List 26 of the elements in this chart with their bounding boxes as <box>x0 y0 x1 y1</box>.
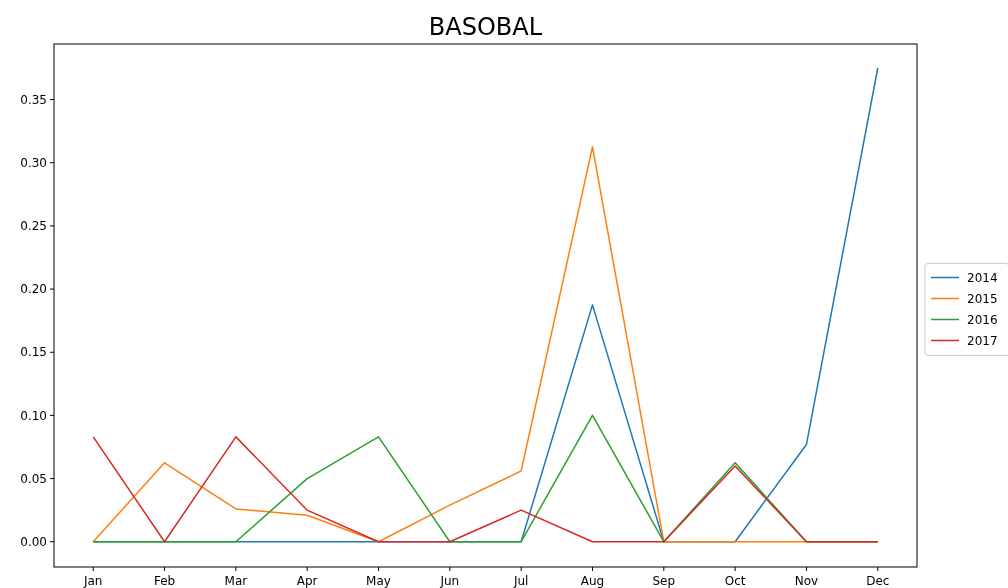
x-tick-label: Jul <box>512 574 529 588</box>
x-tick-label: Feb <box>153 574 176 588</box>
y-tick-label: 0.10 <box>20 408 47 423</box>
x-tick-label: Jun <box>439 574 460 588</box>
y-tick-label: 0.00 <box>20 534 47 549</box>
x-tick-label: Oct <box>724 574 746 588</box>
line-series <box>92 436 879 543</box>
x-tick-label: Apr <box>296 574 318 588</box>
x-tick-label: Nov <box>794 574 819 588</box>
y-tick-label: 0.05 <box>20 471 47 486</box>
x-tick-label: May <box>366 574 391 588</box>
legend-label: 2017 <box>967 333 998 348</box>
x-tick-label: Sep <box>652 574 676 588</box>
x-tick-label: Aug <box>580 574 605 588</box>
y-tick-label: 0.30 <box>20 155 47 170</box>
y-tick-label: 0.20 <box>20 282 47 297</box>
y-tick-label: 0.15 <box>20 345 47 360</box>
x-tick-label: Mar <box>224 574 248 588</box>
chart-title: BASOBAL <box>428 13 543 41</box>
x-tick-label: Dec <box>866 574 890 588</box>
legend-label: 2014 <box>967 270 998 285</box>
y-tick-label: 0.35 <box>20 92 47 107</box>
legend-label: 2015 <box>967 291 998 306</box>
legend-label: 2016 <box>967 312 998 327</box>
x-tick-label: Jan <box>82 574 103 588</box>
y-tick-label: 0.25 <box>20 219 47 234</box>
